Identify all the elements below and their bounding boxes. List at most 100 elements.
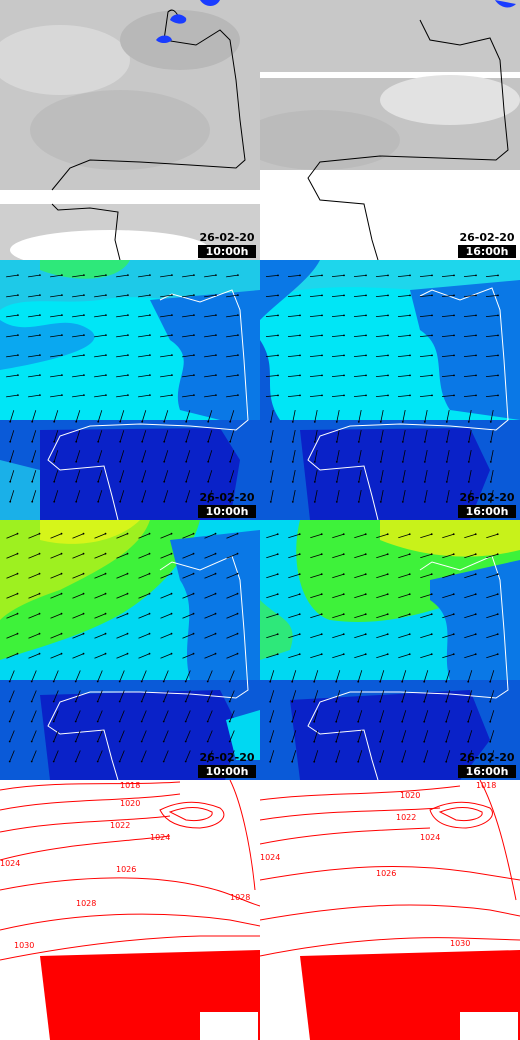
wind-arrow-icon — [53, 690, 59, 702]
precip-cell — [200, 0, 220, 6]
wind-arrow-icon — [489, 740, 492, 743]
wind-arrow-icon — [72, 573, 84, 579]
wind-arrow-icon — [182, 334, 194, 338]
wind-arrow-icon — [354, 533, 366, 539]
wind-arrow-icon — [229, 420, 232, 423]
wind-arrow-icon — [474, 633, 477, 636]
wind-arrow-icon — [269, 740, 272, 743]
wind-arrow-icon — [97, 500, 100, 503]
wind-arrow-icon — [467, 720, 470, 723]
wind-arrow-icon — [379, 441, 382, 443]
wind-arrow-icon — [6, 354, 18, 358]
wind-arrow-icon — [490, 470, 494, 482]
wind-arrow-icon — [149, 294, 151, 296]
wind-arrow-icon — [163, 670, 169, 682]
wind-arrow-icon — [9, 730, 15, 742]
wind-arrow-icon — [270, 450, 274, 462]
wind-arrow-icon — [299, 334, 301, 337]
wind-arrow-icon — [464, 653, 476, 659]
wind-arrow-icon — [148, 652, 151, 655]
wind-arrow-icon — [53, 490, 59, 502]
wind-arrow-icon — [401, 501, 404, 503]
wind-arrow-icon — [379, 750, 385, 762]
wind-arrow-icon — [310, 573, 322, 579]
time-label: 10:00h — [198, 245, 256, 258]
wind-arrow-icon — [332, 533, 344, 539]
wind-arrow-icon — [445, 740, 448, 743]
wind-arrow-icon — [309, 295, 323, 297]
wind-arrow-icon — [445, 700, 448, 703]
wind-arrow-icon — [185, 710, 191, 722]
wind-arrow-icon — [236, 652, 239, 655]
wind-arrow-icon — [310, 593, 322, 599]
wind-arrow-icon — [331, 395, 345, 397]
wind-arrow-icon — [226, 334, 238, 338]
wind-arrow-icon — [9, 450, 15, 462]
wind-arrow-icon — [336, 450, 340, 462]
time-label: 16:00h — [458, 765, 516, 778]
wind-arrow-icon — [182, 394, 194, 398]
wind-arrow-icon — [160, 593, 172, 599]
wind-arrow-icon — [310, 633, 322, 639]
wind-arrow-icon — [331, 355, 345, 357]
wind-arrow-icon — [453, 394, 455, 397]
wind-arrow-icon — [387, 394, 389, 397]
wind-arrow-icon — [276, 533, 279, 536]
timestamp: 26-02-20 16:00h — [458, 491, 516, 518]
wind-arrow-icon — [313, 710, 319, 722]
wind-arrow-icon — [60, 652, 63, 655]
wind-arrow-icon — [237, 294, 239, 296]
wind-arrow-icon — [182, 294, 194, 298]
wind-arrow-icon — [207, 470, 213, 482]
wind-arrow-icon — [182, 633, 194, 639]
wind-arrow-icon — [141, 470, 147, 482]
wind-arrow-icon — [358, 490, 362, 502]
wind-arrow-icon — [453, 334, 455, 337]
wind-arrow-icon — [430, 553, 433, 556]
wind-arrow-icon — [94, 593, 106, 599]
wind-arrow-icon — [313, 501, 316, 503]
wind-arrow-icon — [299, 354, 301, 357]
wind-arrow-icon — [452, 593, 455, 596]
wind-arrow-icon — [116, 314, 128, 318]
wind-arrow-icon — [116, 553, 128, 559]
wind-arrow-icon — [116, 274, 128, 278]
wind-arrow-icon — [185, 670, 191, 682]
wind-arrow-icon — [431, 314, 433, 317]
wind-arrow-icon — [60, 632, 63, 635]
wind-arrow-icon — [97, 490, 103, 502]
wind-arrow-icon — [138, 553, 150, 559]
wind-arrow-icon — [364, 593, 367, 596]
wind-arrow-icon — [116, 394, 128, 398]
wind-arrow-icon — [140, 740, 143, 743]
wind-arrow-icon — [75, 690, 81, 702]
wind-arrow-icon — [6, 633, 18, 639]
isobar-label: 1018 — [476, 781, 496, 790]
wind-arrow-icon — [401, 760, 404, 763]
wind-arrow-icon — [490, 430, 494, 442]
wind-arrow-icon — [6, 374, 18, 378]
wind-arrow-icon — [489, 720, 492, 723]
wind-arrow-icon — [309, 335, 323, 337]
wind-arrow-icon — [215, 314, 217, 316]
wind-arrow-icon — [162, 680, 165, 683]
wind-arrow-icon — [424, 490, 428, 502]
wind-arrow-icon — [442, 633, 454, 639]
wind-arrow-icon — [401, 680, 404, 683]
wind-arrow-icon — [215, 374, 217, 376]
wind-arrow-icon — [170, 552, 173, 555]
wind-arrow-icon — [475, 314, 477, 317]
wind-arrow-icon — [127, 394, 129, 396]
wind-arrow-icon — [6, 294, 18, 298]
wind-arrow-icon — [118, 740, 121, 743]
wind-arrow-icon — [52, 680, 55, 683]
wind-arrow-icon — [464, 633, 476, 639]
wind-arrow-icon — [38, 572, 41, 575]
wind-arrow-icon — [496, 613, 499, 616]
wind-arrow-icon — [162, 760, 165, 763]
wind-arrow-icon — [96, 740, 99, 743]
wind-arrow-icon — [94, 294, 106, 298]
wind-arrow-icon — [497, 314, 499, 317]
wind-arrow-icon — [336, 410, 340, 422]
wind-arrow-icon — [171, 274, 173, 276]
